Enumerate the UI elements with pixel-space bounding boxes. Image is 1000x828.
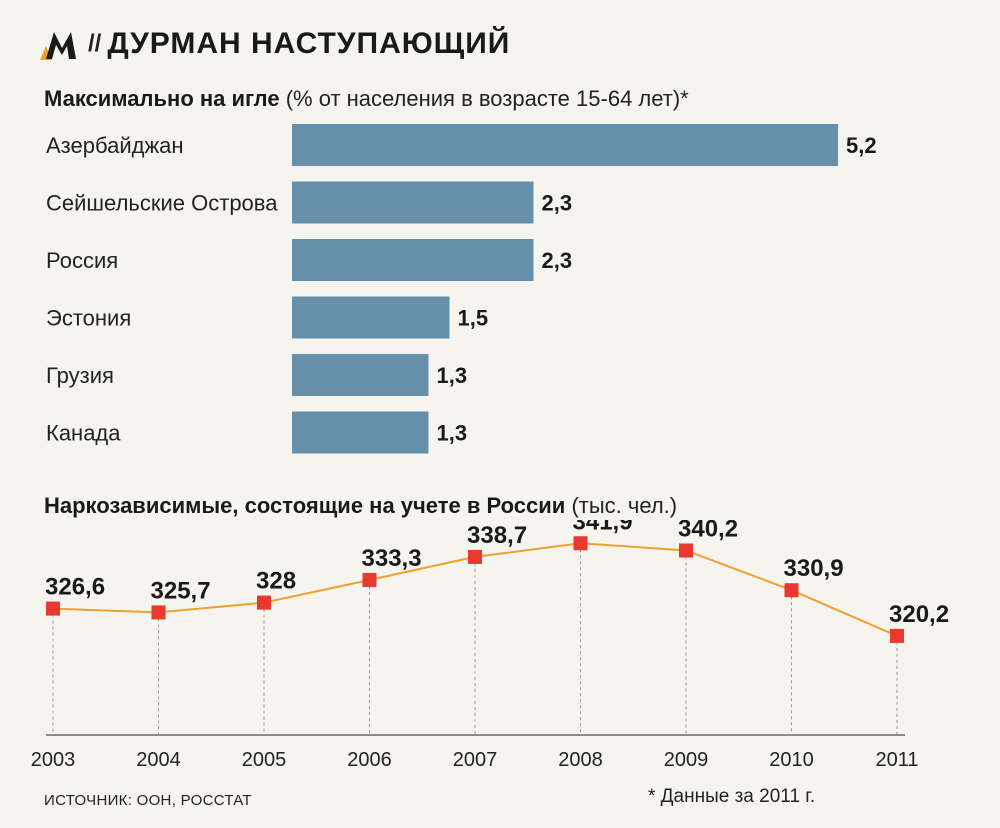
source-note: ИСТОЧНИК: ООН, РОССТАТ — [44, 792, 252, 809]
bar-value-label: 2,3 — [542, 248, 573, 273]
data-label: 340,2 — [678, 520, 738, 543]
data-label: 328 — [256, 568, 296, 595]
bar-category-label: Азербайджан — [46, 133, 184, 158]
x-tick-label: 2003 — [31, 749, 76, 771]
line-chart-subtitle: (тыс. чел.) — [571, 493, 678, 518]
bar-category-label: Сейшельские Острова — [46, 191, 278, 216]
bar-value-label: 1,3 — [437, 363, 468, 388]
meduza-logo-icon — [40, 32, 76, 60]
data-label: 320,2 — [889, 601, 949, 628]
x-tick-label: 2004 — [136, 749, 181, 771]
bar-category-label: Канада — [46, 421, 121, 446]
data-label: 333,3 — [362, 545, 422, 572]
bar-value-label: 2,3 — [542, 191, 573, 216]
data-point — [784, 583, 799, 598]
header-separator: // — [88, 30, 102, 57]
bar-category-label: Эстония — [46, 306, 131, 331]
bar — [292, 239, 534, 281]
bar-chart-title-block: Максимально на игле (% от населения в во… — [44, 86, 689, 112]
data-point — [46, 601, 60, 616]
line-chart: 326,6 2003 325,7 2004 328 2005 333,3 2006 338,7 2… — [31, 520, 949, 771]
footnote: * Данные за 2011 г. — [648, 786, 816, 807]
x-tick-label: 2005 — [242, 749, 287, 771]
bar-chart: Азербайджан 5,2 Сейшельские Острова 2,3 Росс… — [46, 124, 877, 454]
bar-value-label: 5,2 — [846, 133, 877, 158]
bar-category-label: Россия — [46, 248, 118, 273]
data-label: 341,9 — [573, 520, 633, 535]
bar-value-label: 1,5 — [458, 306, 489, 331]
bar-chart-subtitle: (% от населения в возрасте 15-64 лет)* — [285, 86, 689, 111]
bar — [292, 296, 450, 339]
bar — [292, 181, 534, 224]
page-title: ДУРМАН НАСТУПАЮЩИЙ — [107, 27, 511, 60]
x-tick-label: 2006 — [347, 749, 392, 771]
bar-category-label: Грузия — [46, 363, 114, 388]
data-point — [362, 572, 377, 587]
data-point — [151, 605, 166, 620]
data-label: 325,7 — [151, 577, 211, 604]
data-label: 330,9 — [784, 555, 844, 582]
line-chart-title: Наркозависимые, состоящие на учете в Рос… — [44, 493, 566, 518]
data-label: 326,6 — [45, 574, 105, 601]
x-tick-label: 2009 — [664, 749, 709, 771]
data-point — [573, 536, 588, 551]
bar — [292, 124, 838, 166]
x-tick-label: 2007 — [453, 749, 498, 771]
data-point — [468, 549, 482, 564]
header: // ДУРМАН НАСТУПАЮЩИЙ — [38, 22, 510, 66]
data-point — [679, 543, 693, 558]
x-tick-label: 2011 — [875, 749, 918, 771]
x-tick-label: 2010 — [769, 749, 814, 771]
data-point — [890, 628, 904, 643]
bar-chart-title: Максимально на игле — [44, 86, 280, 111]
bar — [292, 354, 429, 396]
line-chart-title-block: Наркозависимые, состоящие на учете в Рос… — [44, 493, 677, 519]
data-label: 338,7 — [467, 522, 527, 549]
data-point — [257, 595, 271, 610]
bar — [292, 411, 429, 454]
bar-value-label: 1,3 — [437, 421, 468, 446]
x-tick-label: 2008 — [558, 749, 603, 771]
